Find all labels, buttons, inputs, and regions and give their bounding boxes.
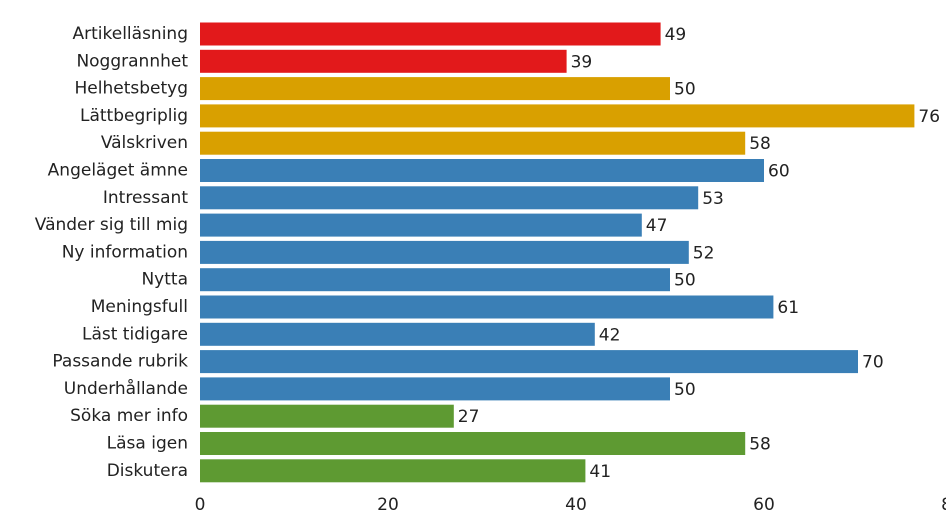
value-label: 61 [777,298,799,318]
bar [200,404,454,428]
bar [200,104,915,128]
x-tick-label: 0 [195,495,206,515]
value-label: 49 [665,25,687,45]
value-label: 50 [674,271,696,291]
value-label: 60 [768,162,790,182]
y-tick-label: Ny information [62,242,188,262]
y-tick-label: Intressant [103,188,188,208]
bar [200,159,764,182]
value-label: 58 [749,134,771,154]
bar [200,77,670,101]
y-tick-label: Lättbegriplig [80,106,188,126]
bar [200,377,670,401]
value-label: 41 [589,462,611,482]
value-label: 50 [674,380,696,400]
value-label: 50 [674,80,696,100]
y-tick-label: Meningsfull [91,297,188,317]
x-tick-label: 60 [753,495,775,515]
y-tick-label: Passande rubrik [52,352,188,372]
bar [200,240,689,264]
y-tick-label: Underhållande [64,378,188,399]
value-label: 39 [571,52,593,72]
bar [200,49,567,73]
y-tick-label: Nytta [141,270,188,290]
value-label: 70 [862,353,884,373]
bar [200,131,746,155]
bar [200,22,661,46]
bar [200,432,746,455]
value-label: 47 [646,216,668,236]
y-tick-label: Läst tidigare [82,324,188,344]
bar [200,268,670,292]
value-label: 42 [599,325,621,345]
y-tick-label: Läsa igen [107,434,188,454]
bar [200,295,774,319]
y-tick-label: Artikelläsning [73,24,189,44]
y-tick-label: Helhetsbetyg [75,79,189,99]
bar [200,322,595,346]
value-label: 52 [693,243,715,263]
value-label: 58 [749,435,771,455]
bar [200,350,858,374]
bar [200,459,586,483]
bar [200,213,642,237]
y-tick-label: Söka mer info [70,406,188,426]
x-tick-label: 20 [377,495,399,515]
y-tick-label: Angeläget ämne [48,161,188,181]
bar [200,186,699,210]
y-tick-label: Diskutera [107,461,188,481]
x-tick-label: 40 [565,495,587,515]
value-label: 27 [458,407,480,427]
y-tick-label: Välskriven [101,133,188,153]
x-tick-label: 80 [941,495,946,515]
value-label: 53 [702,189,724,209]
y-tick-label: Noggrannhet [76,51,188,71]
y-tick-label: Vänder sig till mig [35,215,188,235]
value-label: 76 [918,107,940,127]
